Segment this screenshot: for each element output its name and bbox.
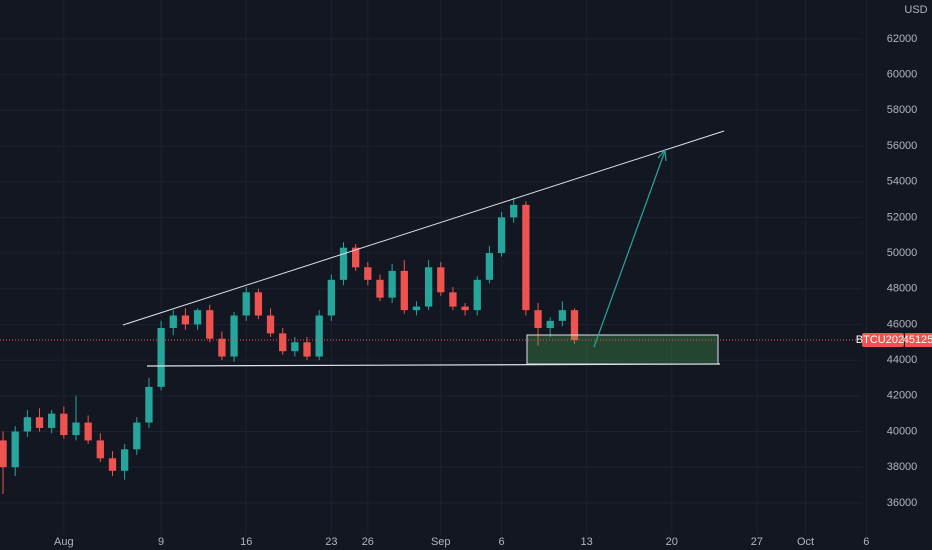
currency-label: USD [904,4,927,16]
candle-body [218,338,226,357]
candle-body [400,270,408,311]
candle-body [412,306,421,311]
candle-body [570,310,579,341]
y-tick-label: 58000 [887,104,918,116]
candle-body [108,458,117,471]
candle-body [266,315,275,334]
candle-body [534,310,542,328]
x-tick-label: 9 [158,536,164,548]
candle-body [60,413,68,436]
candle-body [120,449,129,471]
candle-body [558,310,567,321]
x-tick-label: 26 [362,536,374,548]
y-tick-label: 48000 [887,283,918,295]
y-tick-label: 56000 [887,140,918,152]
x-tick-label: 6 [499,536,505,548]
candle-body [291,342,299,352]
candle-body [11,431,19,468]
candle-body [254,292,263,316]
candle-body [206,310,214,339]
x-tick-label: 6 [863,536,869,548]
candle-body [242,292,250,316]
candle-body [169,315,177,328]
candle-body [388,270,396,298]
y-tick-label: 46000 [887,318,918,330]
candle-body [497,217,506,254]
candle-body [437,267,445,293]
candle-body [364,267,372,280]
candle-body [157,327,165,387]
y-tick-label: 42000 [887,390,918,402]
x-tick-label: 20 [666,536,678,548]
candle-body [424,267,433,307]
candle-body [473,279,481,311]
price-tag [905,333,932,348]
candle-body [133,422,141,450]
candle-body [145,386,153,423]
projection-arrow [593,150,666,348]
candle-body [461,306,469,311]
candle-body [35,417,44,428]
candle-body [339,247,348,280]
y-tick-label: 38000 [887,461,918,473]
candle-body [279,333,287,352]
candle-body [352,247,360,268]
y-tick-label: 44000 [887,354,918,366]
target-box [526,334,719,365]
x-tick-label: Aug [54,536,74,548]
candle-body [230,315,238,357]
x-tick-label: Oct [797,536,814,548]
symbol-label: BTCU2021 [856,334,910,346]
x-tick-label: 13 [581,536,593,548]
candle-body [48,413,56,428]
arrow-head [657,148,667,162]
symbol-tag [862,333,904,348]
candles [0,197,579,494]
y-tick-label: 50000 [887,247,918,259]
candle-body [327,279,335,316]
candle-body [96,440,104,459]
candle-body [84,422,92,441]
last-price-label: 45125 [903,334,932,346]
x-tick-label: 27 [751,536,763,548]
candle-body [315,315,323,357]
candle-body [522,204,530,311]
x-tick-label: 23 [325,536,337,548]
upper-trend-line [122,130,725,326]
candle-body [193,310,202,325]
candle-body [510,204,518,218]
candle-body [181,315,190,325]
x-tick-label: Sep [431,536,451,548]
candle-body [449,292,457,307]
candle-body [72,422,80,436]
candle-body [546,320,554,328]
candle-body [0,440,7,468]
y-tick-label: 62000 [887,33,918,45]
candle-body [23,417,32,432]
y-tick-label: 52000 [887,211,918,223]
candle-body [303,342,311,357]
y-tick-label: 36000 [887,497,918,509]
y-tick-label: 40000 [887,425,918,437]
y-tick-label: 54000 [887,176,918,188]
y-tick-label: 60000 [887,68,918,80]
x-tick-label: 16 [240,536,252,548]
price-axis: USD 36000 38000 40000 42000 44000 46000 48000 5… [887,4,928,509]
grid [0,0,867,535]
candle-body [376,279,384,298]
candle-body [485,253,494,280]
